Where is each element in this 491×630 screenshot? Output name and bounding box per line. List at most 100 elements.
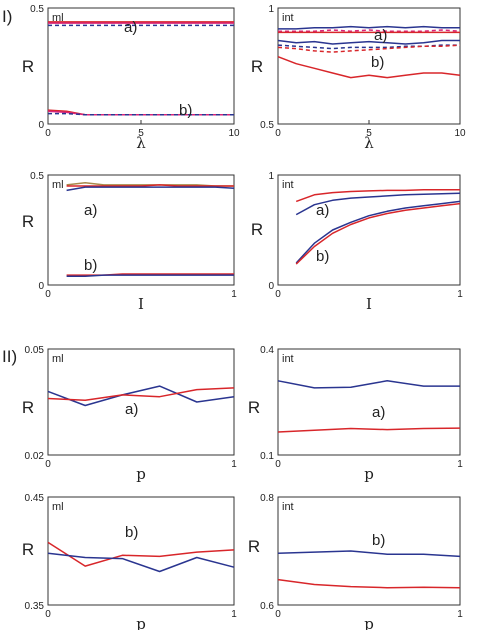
y-tick-label: 0: [38, 120, 44, 131]
series-line-2: [277, 427, 461, 433]
y-tick-label: 0.8: [260, 493, 274, 504]
x-tick-label: 1: [457, 609, 463, 620]
section-label-1: I): [2, 7, 12, 26]
chart-panel-6: 0 1 0.1 0.4 Rp int a): [248, 345, 463, 483]
series-line-5: [277, 44, 460, 50]
x-tick-label: 1: [457, 289, 463, 300]
series-line-1: [277, 550, 461, 558]
annotation-label: b): [316, 248, 329, 265]
y-axis-label: R: [22, 398, 34, 417]
x-tick-label: 0: [275, 459, 281, 470]
x-tick-label: 0: [275, 128, 281, 139]
panel-tag: int: [282, 12, 294, 24]
series-line-1: [295, 189, 460, 203]
annotation-label: a): [374, 27, 387, 44]
y-axis-label: R: [251, 57, 263, 76]
series-line-1: [278, 25, 460, 30]
x-axis-label: I: [138, 295, 144, 313]
annotation-label: a): [316, 202, 329, 219]
x-axis-label: λ: [364, 134, 374, 152]
series-line-2: [66, 184, 234, 187]
plot-frame: [47, 496, 235, 606]
x-tick-label: 1: [231, 609, 237, 620]
annotation-label: b): [84, 257, 97, 274]
series-line-4: [295, 202, 461, 265]
y-tick-label: 0.5: [30, 171, 44, 182]
x-axis-label: p: [364, 615, 374, 630]
chart-panel-1: 0 5 10 0 0.5 Rλ ml a) b): [22, 4, 240, 152]
x-tick-label: 1: [231, 459, 237, 470]
annotation-label: b): [371, 54, 384, 71]
plot-frame: [47, 348, 235, 456]
y-axis-label: R: [248, 398, 260, 417]
y-axis-label: R: [248, 537, 260, 556]
series-line-3: [295, 200, 461, 264]
series-line-3: [66, 186, 235, 192]
annotation-label: a): [84, 202, 97, 219]
x-tick-label: 1: [457, 459, 463, 470]
series-line-2: [47, 552, 235, 573]
y-tick-label: 0.4: [260, 345, 274, 356]
annotation-label: a): [125, 401, 138, 418]
y-tick-label: 0.6: [260, 601, 274, 612]
x-tick-label: 10: [228, 128, 240, 139]
y-tick-label: 0.02: [25, 451, 45, 462]
y-tick-label: 0.35: [25, 601, 45, 612]
panel-tag: ml: [52, 501, 64, 513]
series-line-6: [277, 44, 461, 53]
series-line-1: [277, 380, 460, 389]
y-tick-label: 0: [268, 281, 274, 292]
chart-panel-2: 0 5 10 0.5 1 Rλ int a) b): [251, 4, 466, 152]
annotation-label: b): [125, 524, 138, 541]
x-tick-label: 0: [275, 289, 281, 300]
x-tick-label: 10: [454, 128, 466, 139]
series-line-2: [277, 578, 461, 589]
plot-frame: [47, 174, 235, 286]
chart-panel-8: 0 1 0.6 0.8 Rp int b): [248, 493, 463, 630]
y-tick-label: 0.5: [260, 120, 274, 131]
panel-tag: int: [282, 179, 294, 191]
plot-frame: [277, 496, 461, 606]
series-line-7: [277, 55, 461, 79]
series-line-2: [47, 387, 235, 401]
x-axis-label: p: [136, 465, 146, 483]
series-line-2: [278, 29, 461, 32]
annotation-label: b): [179, 102, 192, 119]
panel-tag: int: [282, 501, 294, 513]
y-axis-label: R: [251, 220, 263, 239]
plot-frame: [277, 348, 461, 456]
annotation-label: b): [372, 532, 385, 549]
x-tick-label: 0: [45, 289, 51, 300]
section-label-2: II): [2, 347, 17, 366]
x-tick-label: 0: [45, 128, 51, 139]
annotation-label: a): [372, 404, 385, 421]
y-tick-label: 0.45: [25, 493, 45, 504]
series-line-1: [47, 385, 235, 407]
series-line-2: [295, 192, 461, 216]
y-axis-label: R: [22, 540, 34, 559]
chart-panel-5: 0 1 0.02 0.05 Rp ml a): [22, 345, 237, 483]
x-axis-label: I: [366, 295, 372, 313]
x-tick-label: 0: [275, 609, 281, 620]
panel-tag: int: [282, 353, 294, 365]
series-line-4: [277, 39, 460, 45]
panel-tag: ml: [52, 179, 64, 191]
x-axis-label: p: [364, 465, 374, 483]
panel-tag: ml: [52, 12, 64, 24]
y-axis-label: R: [22, 57, 34, 76]
x-axis-label: p: [136, 615, 146, 630]
y-axis-label: R: [22, 212, 34, 231]
x-tick-label: 1: [231, 289, 237, 300]
x-tick-label: 5: [138, 128, 144, 139]
y-tick-label: 0.1: [260, 451, 274, 462]
series-line-6: [48, 112, 234, 116]
chart-panel-7: 0 1 0.35 0.45 Rp ml b): [22, 493, 237, 630]
plot-frame: [277, 174, 461, 286]
series-line-1: [47, 541, 235, 567]
y-tick-label: 1: [268, 171, 274, 182]
chart-panel-3: 0 1 0 0.5 R Iml a) b): [22, 171, 237, 313]
x-tick-label: 5: [366, 128, 372, 139]
x-tick-label: 0: [45, 459, 51, 470]
